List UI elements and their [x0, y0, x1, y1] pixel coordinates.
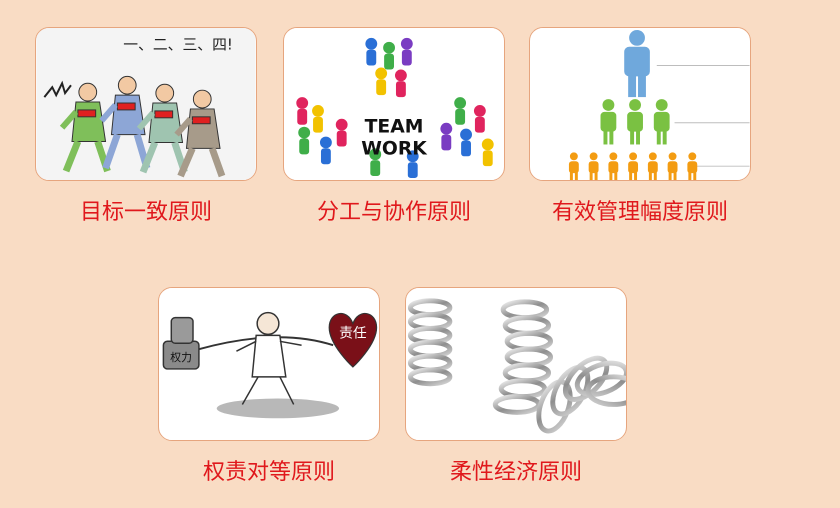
teamwork-figures-image: TEAM WORK: [284, 28, 504, 180]
marching-crowd-image: 一、二、三、四!: [36, 28, 256, 180]
responsibility-label: 责任: [339, 325, 367, 341]
work-sign-text: WORK: [361, 138, 428, 159]
division-cooperation-card: TEAM WORK: [283, 27, 505, 181]
team-sign-text: TEAM: [365, 117, 424, 138]
principle-title-division-cooperation: 分工与协作原则: [316, 200, 471, 225]
metal-springs-image: [406, 288, 626, 440]
principle-title-authority-responsibility: 权责对等原则: [202, 460, 335, 485]
flexible-economy-card: [405, 287, 627, 441]
management-span-card: [529, 27, 751, 181]
goal-consistency-card: 一、二、三、四!: [35, 27, 257, 181]
principle-title-goal-consistency: 目标一致原则: [79, 200, 212, 225]
authority-responsibility-card: 权力 责任: [158, 287, 380, 441]
principle-title-management-span: 有效管理幅度原则: [551, 200, 728, 225]
power-label: 权力: [170, 351, 192, 364]
hierarchy-pyramid-image: [530, 28, 750, 180]
principle-title-flexible-economy: 柔性经济原则: [449, 460, 582, 485]
power-responsibility-balance-image: 权力 责任: [159, 288, 379, 440]
shout-text: 一、二、三、四!: [123, 37, 233, 54]
